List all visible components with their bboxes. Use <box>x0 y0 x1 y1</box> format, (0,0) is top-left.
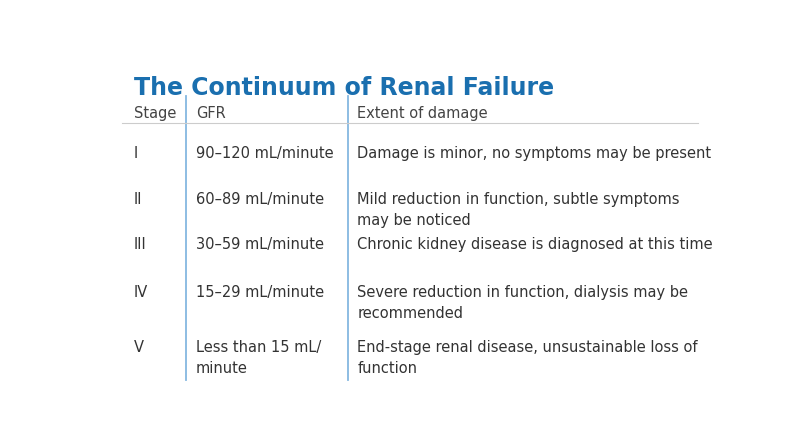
Text: Severe reduction in function, dialysis may be
recommended: Severe reduction in function, dialysis m… <box>358 285 688 321</box>
Text: End-stage renal disease, unsustainable loss of
function: End-stage renal disease, unsustainable l… <box>358 341 698 377</box>
Text: 90–120 mL/minute: 90–120 mL/minute <box>196 146 334 161</box>
Text: Chronic kidney disease is diagnosed at this time: Chronic kidney disease is diagnosed at t… <box>358 237 713 252</box>
Text: 60–89 mL/minute: 60–89 mL/minute <box>196 192 324 207</box>
Text: 30–59 mL/minute: 30–59 mL/minute <box>196 237 324 252</box>
Text: Mild reduction in function, subtle symptoms
may be noticed: Mild reduction in function, subtle sympt… <box>358 192 680 228</box>
Text: IV: IV <box>134 285 148 300</box>
Text: Less than 15 mL/
minute: Less than 15 mL/ minute <box>196 341 322 377</box>
Text: 15–29 mL/minute: 15–29 mL/minute <box>196 285 324 300</box>
Text: Damage is minor, no symptoms may be present: Damage is minor, no symptoms may be pres… <box>358 146 711 161</box>
Text: Extent of damage: Extent of damage <box>358 106 488 121</box>
Text: III: III <box>134 237 147 252</box>
Text: II: II <box>134 192 142 207</box>
Text: GFR: GFR <box>196 106 226 121</box>
Text: Stage: Stage <box>134 106 177 121</box>
Text: The Continuum of Renal Failure: The Continuum of Renal Failure <box>134 75 554 99</box>
Text: I: I <box>134 146 138 161</box>
Text: V: V <box>134 341 144 356</box>
